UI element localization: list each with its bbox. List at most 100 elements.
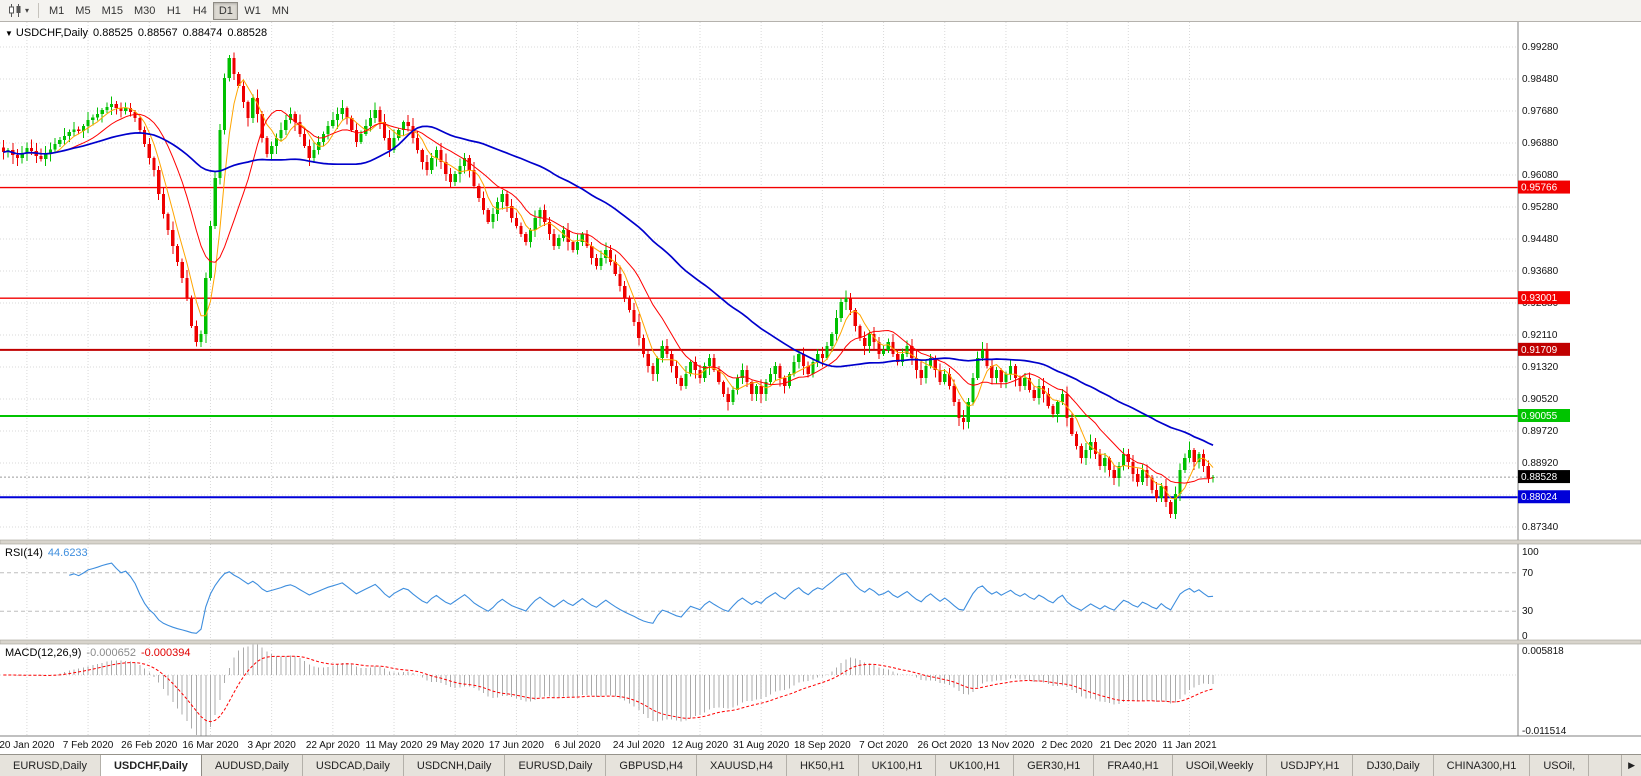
svg-text:0.93001: 0.93001	[1521, 293, 1558, 304]
price-axis-label: 0.91320	[1522, 362, 1559, 373]
tab-scroll-right-icon[interactable]: ▶	[1621, 755, 1641, 776]
price-line-label: 0.93001	[1518, 291, 1570, 305]
price-line-label: 0.95766	[1518, 180, 1570, 194]
chart-tab-3[interactable]: USDCAD,Daily	[302, 755, 404, 776]
ma-fast-line	[3, 78, 1214, 500]
date-axis-label: 7 Feb 2020	[63, 740, 114, 751]
price-axis-label: 0.92110	[1522, 330, 1558, 341]
candlestick-chart-icon	[9, 4, 21, 17]
timeframe-button-m30[interactable]: M30	[129, 2, 160, 20]
chart-tab-14[interactable]: USDJPY,H1	[1267, 755, 1354, 776]
price-axis-label: 0.97680	[1522, 106, 1559, 117]
chart-area[interactable]: 100 70 30 0 0.005818 -0.011514 0.99280 0.98480 0…	[0, 22, 1641, 754]
chart-tab-8[interactable]: HK50,H1	[786, 755, 859, 776]
timeframe-button-h4[interactable]: H4	[187, 2, 212, 20]
date-axis-label: 26 Oct 2020	[918, 740, 973, 751]
panel-divider[interactable]	[0, 639, 1641, 645]
date-axis-label: 3 Apr 2020	[247, 740, 296, 751]
timeframe-button-m5[interactable]: M5	[70, 2, 95, 20]
price-chart-canvas[interactable]: 100 70 30 0 0.005818 -0.011514 0.99280 0.98480 0…	[0, 22, 1641, 754]
svg-text:0.90055: 0.90055	[1521, 411, 1558, 422]
date-axis-label: 22 Apr 2020	[306, 740, 360, 751]
rsi-axis-label: 70	[1522, 568, 1534, 579]
chart-tab-1[interactable]: USDCHF,Daily	[100, 755, 202, 776]
date-axis-label: 2 Dec 2020	[1042, 740, 1094, 751]
rsi-axis-label: 30	[1522, 606, 1534, 617]
timeframe-button-d1[interactable]: D1	[213, 1, 239, 20]
chart-tab-bar: EURUSD,Daily USDCHF,Daily AUDUSD,Daily USDC…	[0, 754, 1641, 776]
timeframe-button-m1[interactable]: M1	[44, 2, 69, 20]
price-axis-label: 0.96080	[1522, 170, 1559, 181]
price-axis-label: 0.96880	[1522, 138, 1559, 149]
chart-tab-7[interactable]: XAUUSD,H4	[696, 755, 787, 776]
date-axis-label: 13 Nov 2020	[978, 740, 1035, 751]
date-axis-label: 6 Jul 2020	[555, 740, 602, 751]
date-axis-label: 7 Oct 2020	[859, 740, 908, 751]
macd-signal-line	[3, 655, 1214, 723]
chart-tab-15[interactable]: DJ30,Daily	[1353, 755, 1434, 776]
chart-tab-10[interactable]: UK100,H1	[936, 755, 1015, 776]
collapse-chart-icon[interactable]: ▼	[5, 29, 13, 38]
rsi-line	[69, 562, 1214, 634]
chart-tab-12[interactable]: FRA40,H1	[1094, 755, 1173, 776]
grid-lines	[0, 22, 1518, 736]
date-axis-label: 11 May 2020	[365, 740, 423, 751]
price-axis-label: 0.94480	[1522, 234, 1559, 245]
chart-tab-5[interactable]: EURUSD,Daily	[505, 755, 607, 776]
price-line-label: 0.88528	[1518, 470, 1570, 484]
timeframe-button-m15[interactable]: M15	[97, 2, 128, 20]
svg-text:0.88528: 0.88528	[1521, 472, 1558, 483]
price-axis-label: 0.89720	[1522, 426, 1559, 437]
timeframe-button-w1[interactable]: W1	[239, 2, 266, 20]
chart-tab-4[interactable]: USDCNH,Daily	[403, 755, 506, 776]
price-axis-label: 0.95280	[1522, 202, 1559, 213]
rsi-axis-label: 100	[1522, 547, 1539, 558]
toolbar-separator	[38, 3, 40, 18]
price-axis-label: 0.88920	[1522, 458, 1559, 469]
price-axis-label: 0.98480	[1522, 74, 1559, 85]
date-axis-label: 26 Feb 2020	[121, 740, 178, 751]
timeframe-button-h1[interactable]: H1	[161, 2, 186, 20]
price-axis-label: 0.93680	[1522, 266, 1559, 277]
panel-divider[interactable]	[0, 539, 1641, 545]
chevron-down-icon: ▾	[25, 5, 30, 15]
chart-tab-13[interactable]: USOil,Weekly	[1172, 755, 1268, 776]
ma-mid-line	[3, 110, 1214, 484]
svg-text:0.95766: 0.95766	[1521, 183, 1558, 194]
date-axis-label: 20 Jan 2020	[0, 740, 55, 751]
date-axis-label: 29 May 2020	[426, 740, 484, 751]
price-axis-label: 0.87340	[1522, 522, 1559, 533]
svg-text:0.91709: 0.91709	[1521, 345, 1558, 356]
ma-slow-line	[3, 125, 1214, 446]
date-axis-label: 31 Aug 2020	[733, 740, 790, 751]
date-axis-label: 24 Jul 2020	[613, 740, 665, 751]
rsi-axis-label: 0	[1522, 631, 1528, 642]
price-line-label: 0.88024	[1518, 490, 1570, 504]
svg-text:0.88024: 0.88024	[1521, 492, 1558, 503]
price-axis-label: 0.90520	[1522, 394, 1559, 405]
top-toolbar: ▾ M1 M5 M15 M30 H1 H4 D1 W1 MN	[0, 0, 1641, 22]
chart-tab-9[interactable]: UK100,H1	[858, 755, 937, 776]
date-axis-label: 18 Sep 2020	[794, 740, 851, 751]
macd-axis-label: 0.005818	[1522, 646, 1564, 657]
price-line-label: 0.90055	[1518, 409, 1570, 422]
date-axis-label: 21 Dec 2020	[1100, 740, 1157, 751]
timeframe-buttons: M1 M5 M15 M30 H1 H4 D1 W1 MN	[44, 1, 294, 20]
date-axis-label: 12 Aug 2020	[672, 740, 729, 751]
chart-tab-0[interactable]: EURUSD,Daily	[0, 755, 101, 776]
date-axis-label: 11 Jan 2021	[1162, 740, 1217, 751]
date-axis-label: 17 Jun 2020	[489, 740, 544, 751]
chart-tab-16[interactable]: CHINA300,H1	[1433, 755, 1531, 776]
chart-tab-6[interactable]: GBPUSD,H4	[606, 755, 697, 776]
date-axis-label: 16 Mar 2020	[182, 740, 239, 751]
macd-axis-label: -0.011514	[1522, 726, 1567, 737]
chart-background	[0, 22, 1641, 754]
chart-tab-17[interactable]: USOil,	[1530, 755, 1590, 776]
price-line-label: 0.91709	[1518, 342, 1570, 356]
chart-type-button[interactable]: ▾	[4, 2, 33, 20]
chart-tab-11[interactable]: GER30,H1	[1014, 755, 1095, 776]
timeframe-button-mn[interactable]: MN	[267, 2, 294, 20]
chart-tab-2[interactable]: AUDUSD,Daily	[201, 755, 303, 776]
price-axis-label: 0.99280	[1522, 42, 1559, 53]
